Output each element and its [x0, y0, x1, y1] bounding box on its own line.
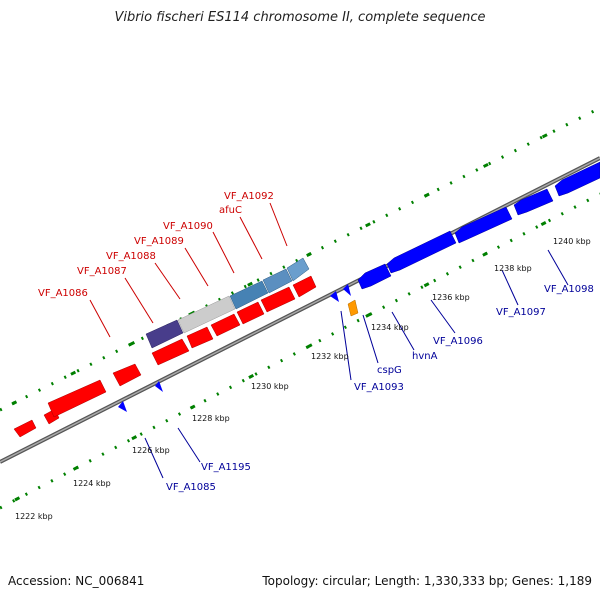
gene-arrow-reverse[interactable]: [454, 206, 513, 244]
gene-label-VF_A1088[interactable]: VF_A1088: [106, 251, 156, 262]
gene-label-VF_A1097[interactable]: VF_A1097: [496, 307, 546, 318]
gene-arrow-reverse[interactable]: [357, 263, 392, 290]
gene-label-VF_A1089[interactable]: VF_A1089: [134, 236, 184, 247]
accession-label: Accession: NC_006841: [8, 574, 145, 588]
gene-arrow-forward[interactable]: [236, 301, 265, 325]
gene-arrow-forward[interactable]: [151, 338, 190, 366]
gene-label-VF_A1093[interactable]: VF_A1093: [354, 382, 404, 393]
outer-tick-track-major: [11, 106, 600, 406]
gene-arrow-reverse-small[interactable]: [343, 284, 351, 296]
forward-label-leaders: [89, 202, 288, 338]
gene-label-VF_A1096[interactable]: VF_A1096: [433, 336, 483, 347]
scale-labels: 1222 kbp 1224 kbp 1226 kbp 1228 kbp 1230…: [15, 237, 591, 521]
gene-arrow-forward[interactable]: [292, 275, 317, 298]
highlighted-genes: [145, 257, 310, 349]
gene-arrow-forward[interactable]: [260, 286, 296, 313]
gene-arrow-reverse-small[interactable]: [118, 401, 127, 412]
gene-label-cspG[interactable]: cspG: [377, 365, 402, 376]
scale-label: 1226 kbp: [132, 446, 170, 455]
gene-label-afuC[interactable]: afuC: [219, 205, 242, 216]
map-title: Vibrio fischeri ES114 chromosome II, com…: [114, 10, 486, 25]
gene-arrow-forward[interactable]: [47, 379, 107, 418]
gene-label-VF_A1086[interactable]: VF_A1086: [38, 288, 88, 299]
scale-label: 1222 kbp: [15, 512, 53, 521]
gene-label-VF_A1085[interactable]: VF_A1085: [166, 482, 216, 493]
scale-label: 1228 kbp: [192, 414, 230, 423]
gene-label-VF_A1195[interactable]: VF_A1195: [201, 462, 251, 473]
gene-arrow-reverse[interactable]: [513, 188, 554, 216]
reverse-genes: [118, 161, 600, 412]
gene-arrow-reverse-small[interactable]: [155, 381, 163, 392]
gene-arrow-forward[interactable]: [112, 363, 142, 387]
scale-label: 1240 kbp: [553, 237, 591, 246]
chromosome-backbone: [0, 156, 600, 464]
gene-label-VF_A1092[interactable]: VF_A1092: [224, 191, 274, 202]
gene-label-hvnA[interactable]: hvnA: [412, 351, 438, 362]
gene-arrow-reverse[interactable]: [386, 230, 457, 274]
scale-label: 1232 kbp: [311, 352, 349, 361]
gene-block-steelblue[interactable]: [286, 257, 310, 282]
inner-tick-track: [0, 192, 600, 510]
gene-block-gray[interactable]: [177, 295, 236, 334]
gene-block-orange[interactable]: [347, 299, 359, 317]
scale-label: 1238 kbp: [494, 264, 532, 273]
gene-arrow-reverse[interactable]: [554, 161, 600, 197]
topology-summary: Topology: circular; Length: 1,330,333 bp…: [262, 574, 592, 588]
gene-block-purple[interactable]: [145, 319, 184, 349]
gene-arrow-reverse-small[interactable]: [330, 291, 339, 302]
scale-label: 1236 kbp: [432, 293, 470, 302]
gene-label-VF_A1098[interactable]: VF_A1098: [544, 284, 594, 295]
scale-label: 1224 kbp: [73, 479, 111, 488]
gene-arrow-forward[interactable]: [13, 419, 37, 438]
gene-label-VF_A1087[interactable]: VF_A1087: [77, 266, 127, 277]
scale-label: 1234 kbp: [371, 323, 409, 332]
gene-label-VF_A1090[interactable]: VF_A1090: [163, 221, 213, 232]
forward-genes: [13, 275, 317, 438]
scale-label: 1230 kbp: [251, 382, 289, 391]
gene-block-steelblue[interactable]: [262, 268, 293, 294]
inner-tick-track-major: [14, 192, 600, 502]
gene-arrow-forward[interactable]: [186, 326, 214, 349]
reverse-label-leaders: [144, 249, 569, 479]
gene-arrow-forward[interactable]: [210, 313, 241, 337]
outer-tick-track: [0, 106, 600, 412]
gene-block-steelblue[interactable]: [229, 280, 269, 310]
